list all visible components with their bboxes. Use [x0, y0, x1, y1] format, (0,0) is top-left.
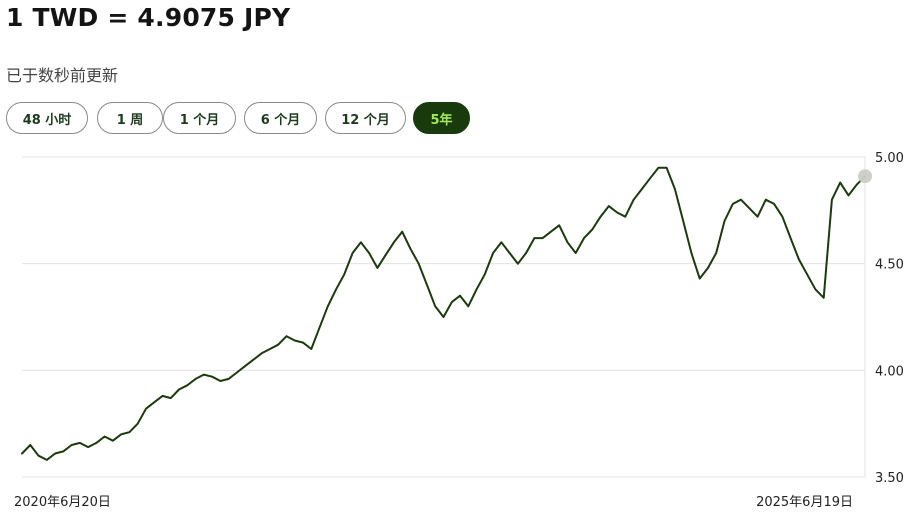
rate-chart-svg: 3.50 4.00 4.50 5.00 2020年6月20日 2025年6月19日: [14, 151, 904, 510]
grid-lines: [22, 156, 866, 478]
y-tick-label: 4.00: [875, 364, 904, 379]
tab-6-months[interactable]: 6 个月: [244, 102, 317, 134]
tab-5-years[interactable]: 5年: [413, 102, 470, 134]
y-tick-label: 4.50: [875, 258, 904, 273]
tab-1-week[interactable]: 1 周: [97, 102, 163, 134]
last-value-marker[interactable]: [858, 169, 872, 184]
tab-12-months[interactable]: 12 个月: [325, 102, 406, 134]
updated-status: 已于数秒前更新: [6, 66, 119, 85]
x-end-label: 2025年6月19日: [756, 495, 853, 510]
y-tick-label: 5.00: [875, 151, 904, 166]
exchange-rate-title: 1 TWD = 4.9075 JPY: [6, 3, 291, 32]
y-axis-ticks: 3.50 4.00 4.50 5.00: [875, 151, 904, 486]
rate-chart: 3.50 4.00 4.50 5.00 2020年6月20日 2025年6月19日: [0, 145, 921, 516]
tab-48-hours[interactable]: 48 小时: [6, 102, 88, 134]
tab-1-month[interactable]: 1 个月: [163, 102, 236, 134]
series-line: [21, 166, 866, 461]
y-tick-label: 3.50: [875, 471, 904, 486]
x-start-label: 2020年6月20日: [14, 495, 111, 510]
